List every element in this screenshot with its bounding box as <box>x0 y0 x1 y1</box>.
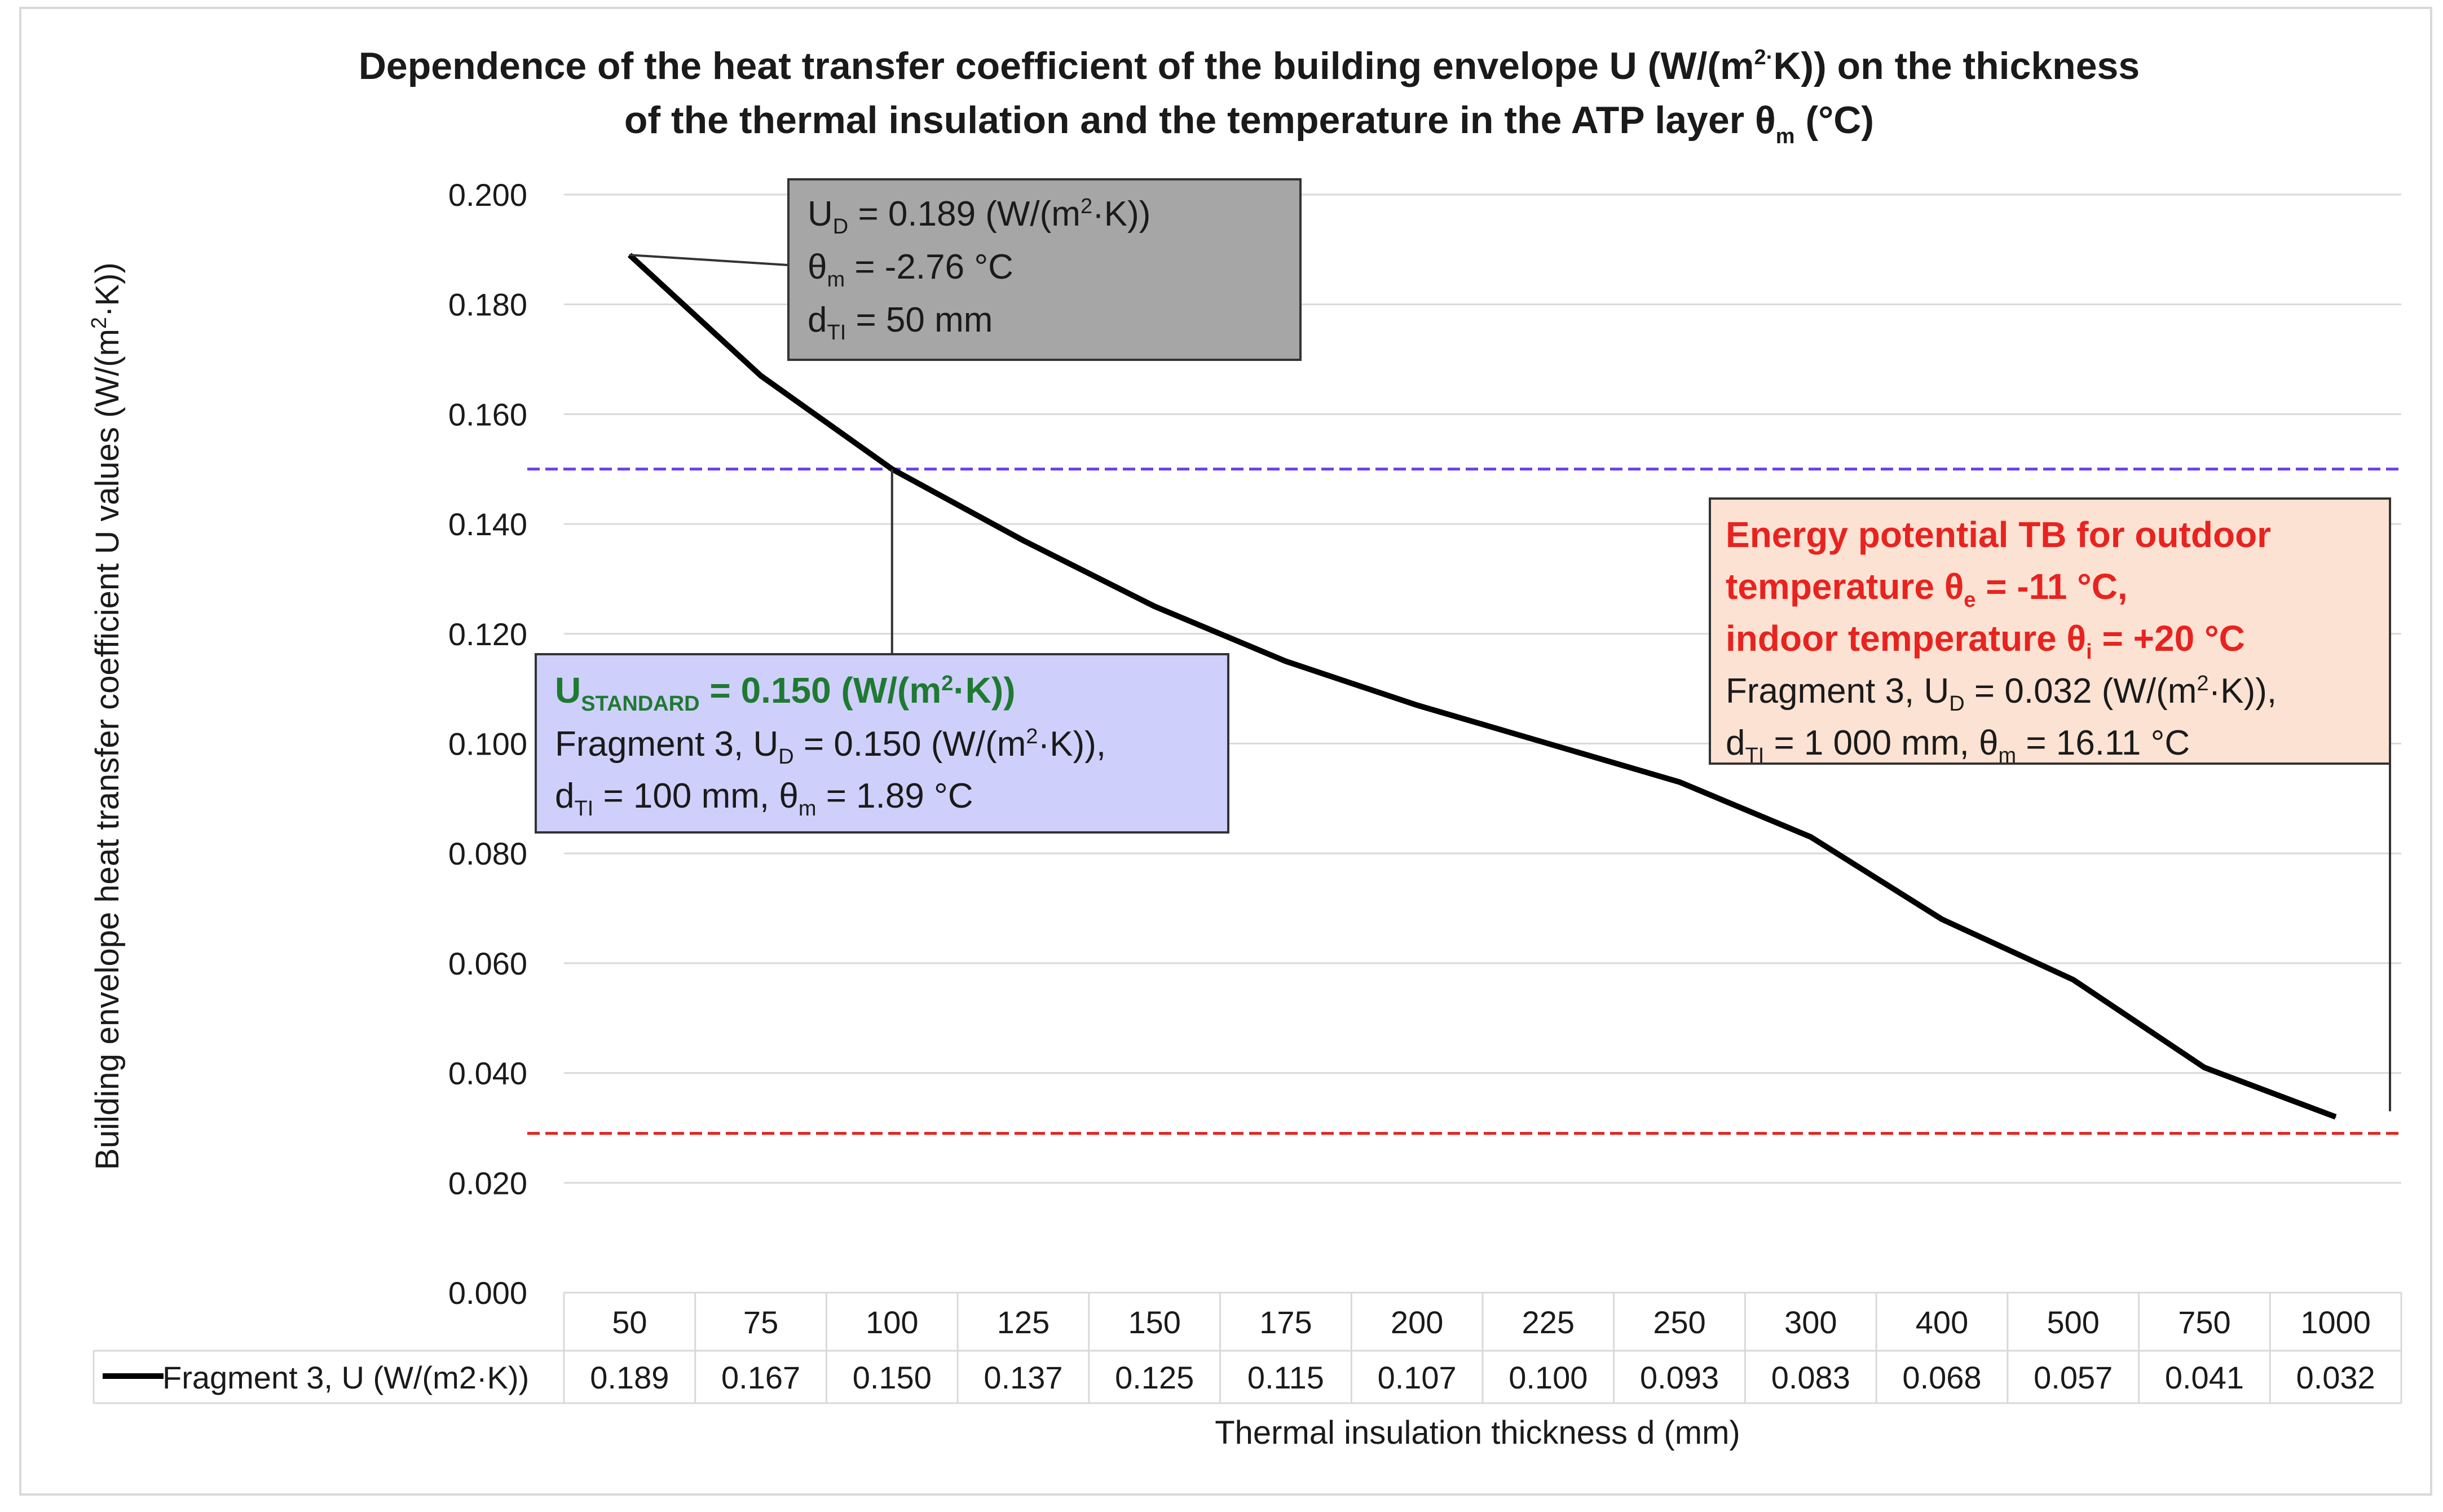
y-tick-label: 0.040 <box>448 1056 527 1091</box>
data-point <box>1679 781 1681 783</box>
y-tick-label: 0.080 <box>448 836 527 871</box>
data-label: 0.083 <box>1771 1360 1850 1395</box>
data-label: 0.189 <box>590 1360 669 1395</box>
x-tick-label: 50 <box>612 1304 647 1340</box>
x-tick-label: 500 <box>2047 1304 2099 1340</box>
y-tick-label: 0.140 <box>448 506 527 542</box>
y-tick-label: 0.060 <box>448 946 527 981</box>
data-point <box>1941 919 1943 920</box>
x-tick-label: 150 <box>1128 1304 1180 1340</box>
y-tick-label: 0.200 <box>448 177 527 213</box>
data-label: 0.093 <box>1640 1360 1719 1395</box>
chart-title-line2: of the thermal insulation and the temper… <box>624 99 1874 148</box>
x-tick-label: 750 <box>2178 1304 2230 1340</box>
annotation-energy-line2: temperature θe = -11 °C, <box>1726 566 2128 612</box>
legend-label: Fragment 3, U (W/(m2·K)) <box>162 1360 529 1395</box>
y-tick-label: 0.180 <box>448 287 527 323</box>
data-table: 50 75 100 125 150 175 200 225 250 300 400 500 750 100… <box>92 1291 2402 1404</box>
data-label: 0.068 <box>1902 1360 1981 1395</box>
data-label: 0.100 <box>1509 1360 1587 1395</box>
annotation-energy-line4: Fragment 3, UD = 0.032 (W/(m2·K)), <box>1726 672 2277 716</box>
reference-lines <box>527 468 2401 1135</box>
y-tick-label: 0.120 <box>448 616 527 652</box>
y-tick-label: 0.020 <box>448 1165 527 1201</box>
data-point <box>2335 1116 2336 1118</box>
annotation-energy-line5: dTI = 1 000 mm, θm = 16.11 °C <box>1726 724 2190 768</box>
x-axis-title: Thermal insulation thickness d (mm) <box>1215 1414 1740 1451</box>
annotation-top-line3: dTI = 50 mm <box>808 301 993 345</box>
x-tick-label: 100 <box>866 1304 918 1340</box>
x-tick-label: 75 <box>743 1304 778 1340</box>
x-tick-label: 200 <box>1391 1304 1443 1340</box>
x-tick-label: 250 <box>1653 1304 1705 1340</box>
data-label: 0.057 <box>2034 1360 2113 1395</box>
data-point <box>1154 606 1156 607</box>
annotation-top-line1: UD = 0.189 (W/(m2·K)) <box>808 195 1150 239</box>
x-tick-label: 1000 <box>2300 1304 2371 1340</box>
x-tick-label: 125 <box>997 1304 1049 1340</box>
data-point <box>1416 704 1418 706</box>
y-tick-label: 0.000 <box>448 1275 527 1311</box>
data-label: 0.125 <box>1115 1360 1194 1395</box>
annotation-leaders <box>629 254 2391 1112</box>
chart-title-line1: Dependence of the heat transfer coeffici… <box>359 45 2140 87</box>
x-tick-label: 225 <box>1522 1304 1575 1340</box>
annotation-standard-line3: dTI = 100 mm, θm = 1.89 °C <box>555 777 973 821</box>
y-tick-label: 0.160 <box>448 396 527 432</box>
annotation-energy-line3: indoor temperature θi = +20 °C <box>1726 618 2245 664</box>
annotation-top-box <box>787 178 1302 361</box>
annotation-energy: Energy potential TB for outdoor temperat… <box>1709 497 2391 768</box>
data-point <box>1285 660 1286 662</box>
data-point <box>1547 743 1549 744</box>
series-line <box>627 253 2337 1120</box>
data-point <box>2203 1066 2205 1068</box>
annotation-standard-box <box>535 653 1229 834</box>
data-label: 0.167 <box>721 1360 800 1395</box>
y-tick-label: 0.100 <box>448 726 527 762</box>
x-tick-label: 300 <box>1784 1304 1837 1340</box>
x-tick-label: 175 <box>1259 1304 1312 1340</box>
data-label: 0.107 <box>1378 1360 1457 1395</box>
leader-top <box>629 254 789 266</box>
data-label: 0.032 <box>2296 1360 2375 1395</box>
annotation-top: UD = 0.189 (W/(m2·K)) θm = -2.76 °C dTI … <box>787 178 1302 361</box>
annotation-standard-line2: Fragment 3, UD = 0.150 (W/(m2·K)), <box>555 725 1106 769</box>
data-label: 0.041 <box>2165 1360 2244 1395</box>
data-label: 0.150 <box>853 1360 932 1395</box>
data-point <box>1022 540 1024 541</box>
y-axis-ticks: 0.000 0.020 0.040 0.060 0.080 0.100 0.120 0.140… <box>448 177 527 1311</box>
annotation-energy-box <box>1709 497 2391 765</box>
data-label: 0.115 <box>1247 1360 1324 1395</box>
annotation-standard: USTANDARD = 0.150 (W/(m2·K)) Fragment 3,… <box>535 653 1229 834</box>
data-point <box>760 375 762 377</box>
x-tick-label: 400 <box>1916 1304 1968 1340</box>
data-point <box>1810 836 1811 837</box>
data-point <box>2072 979 2074 981</box>
y-axis-title: Building envelope heat transfer coeffici… <box>87 262 126 1170</box>
annotation-energy-line1: Energy potential TB for outdoor <box>1726 514 2271 555</box>
data-label: 0.137 <box>984 1360 1062 1395</box>
